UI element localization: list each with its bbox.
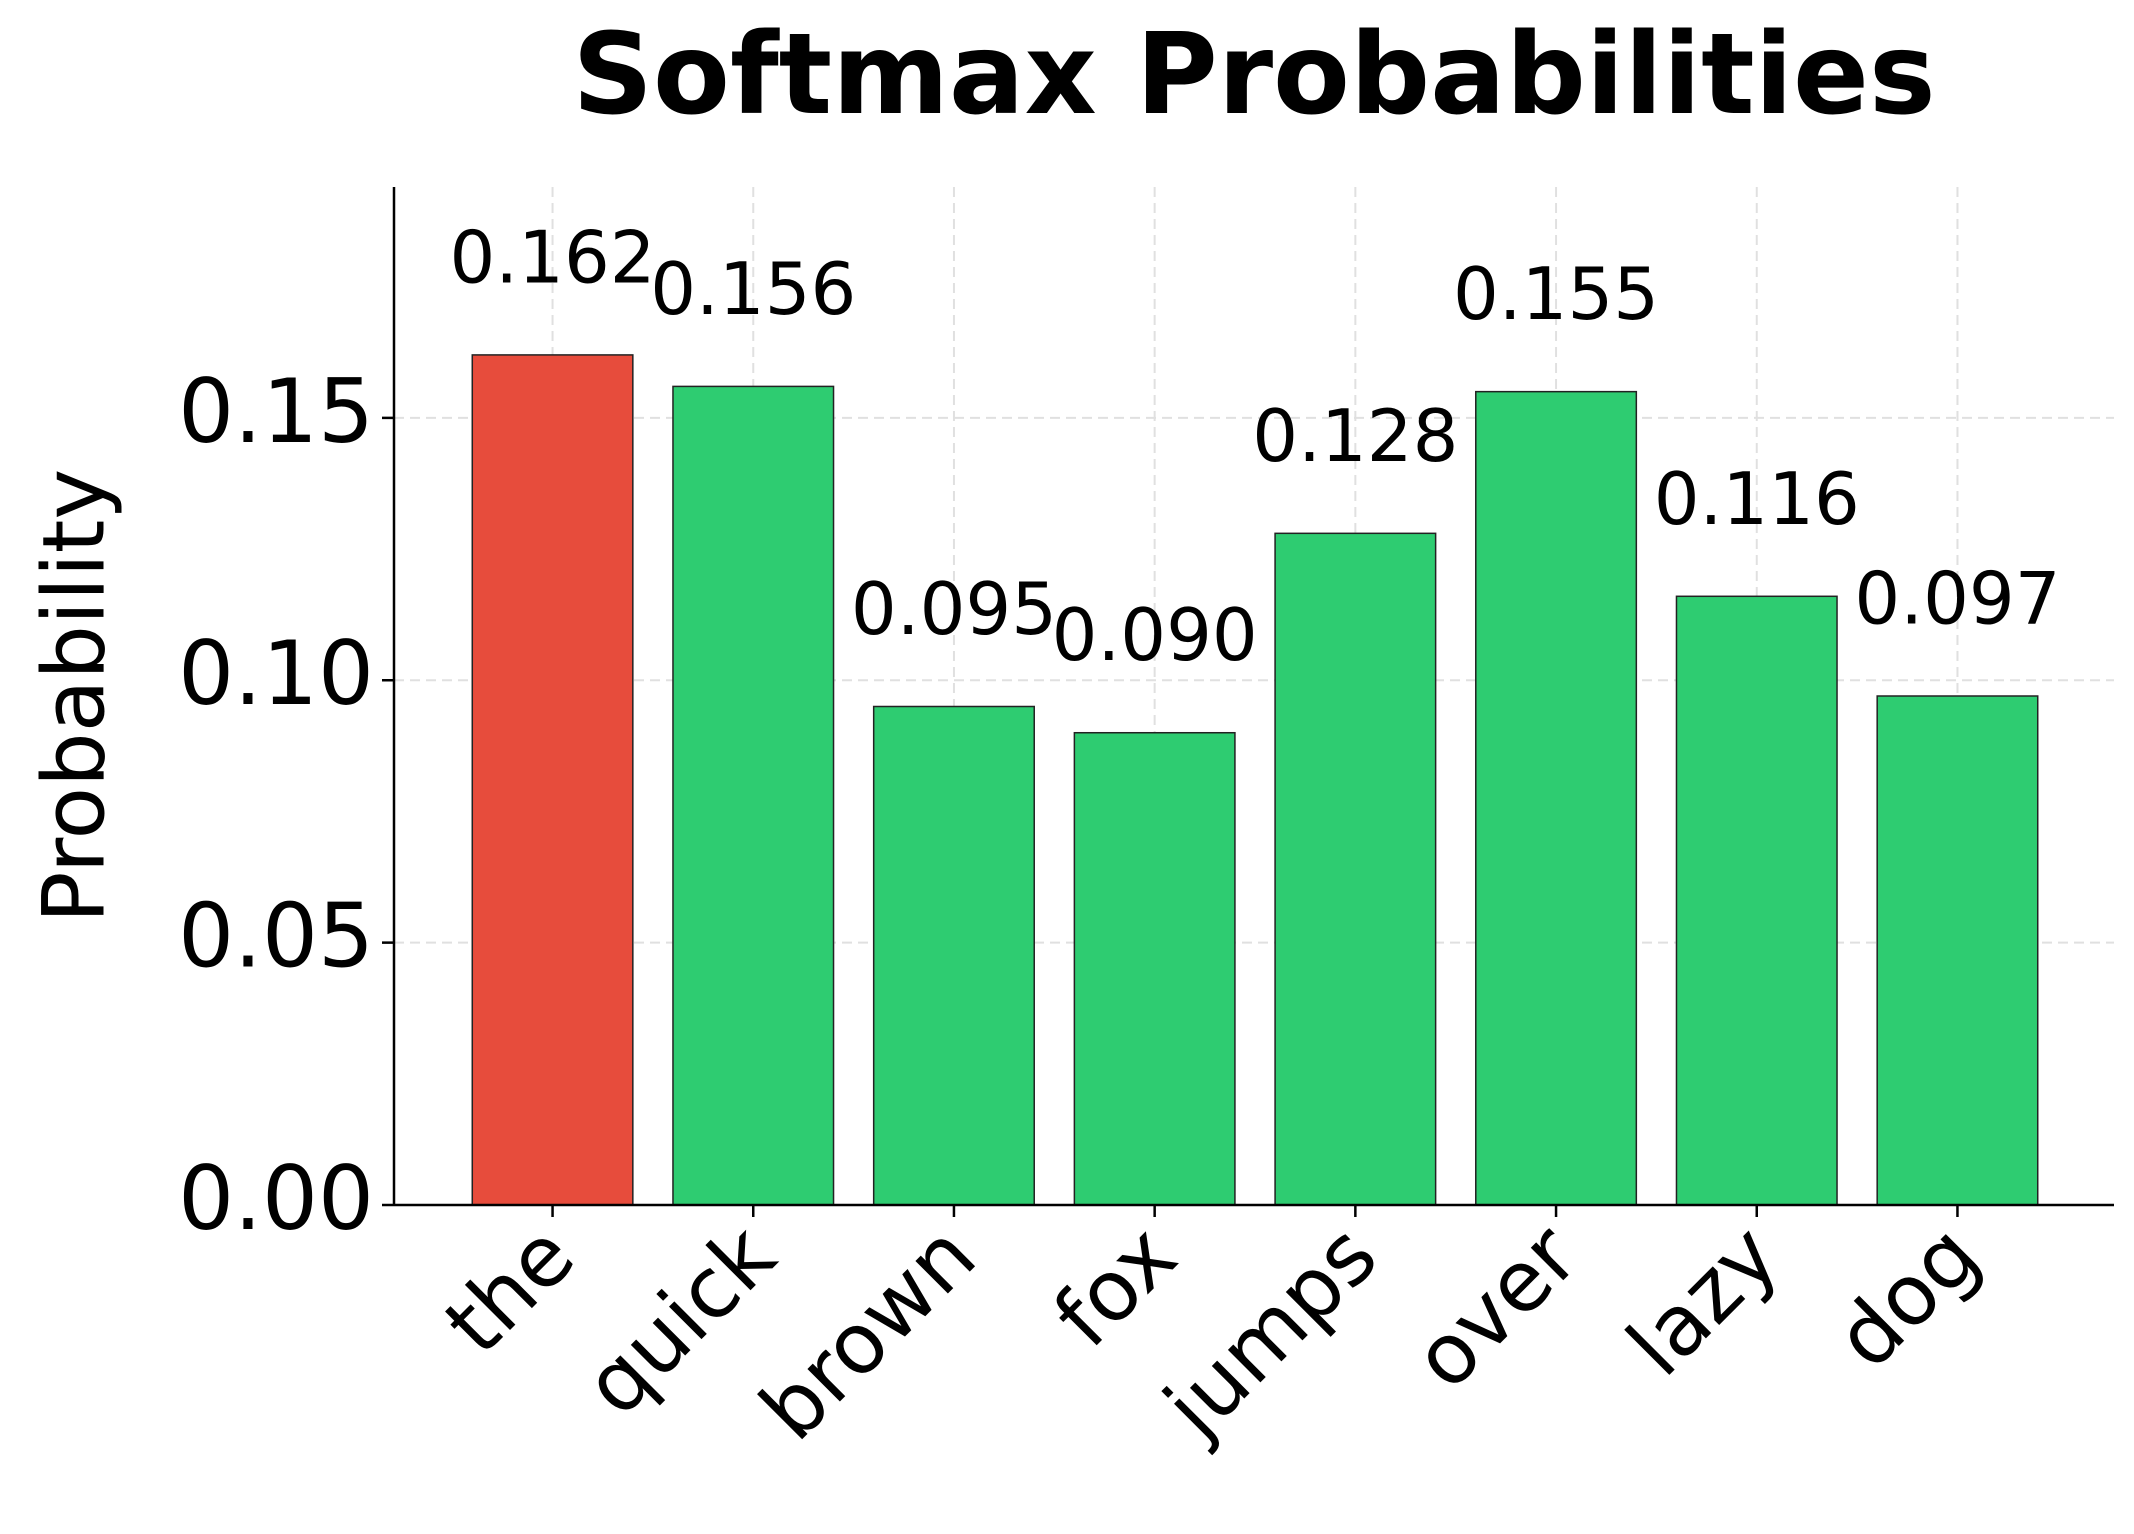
bar	[1876, 695, 2039, 1206]
bar	[471, 354, 634, 1206]
value-label: 0.116	[1654, 457, 1860, 541]
chart-title: Softmax Probabilities	[572, 10, 1935, 140]
value-label: 0.090	[1052, 593, 1258, 677]
bar	[672, 385, 835, 1206]
y-tick-label: 0.15	[178, 360, 374, 463]
bar	[1073, 731, 1236, 1206]
value-label: 0.097	[1854, 557, 2060, 641]
x-tick-label: lazy	[1609, 1206, 1798, 1395]
x-tick-label: over	[1395, 1206, 1597, 1408]
x-tick-label: dog	[1817, 1206, 1998, 1387]
x-tick-label: brown	[742, 1206, 995, 1459]
x-tick-label: jumps	[1144, 1206, 1395, 1457]
value-label: 0.128	[1252, 394, 1458, 478]
bar	[1274, 532, 1437, 1206]
bar	[872, 705, 1035, 1206]
value-label: 0.162	[449, 215, 655, 299]
y-tick-label: 0.05	[178, 885, 374, 988]
value-label: 0.156	[650, 247, 856, 331]
y-tick-label: 0.00	[178, 1147, 374, 1250]
bar	[1475, 390, 1638, 1206]
bar	[1675, 595, 1838, 1206]
value-label: 0.095	[851, 567, 1057, 651]
x-tick-label: the	[426, 1206, 593, 1373]
y-tick-label: 0.10	[178, 622, 374, 725]
value-label: 0.155	[1453, 252, 1659, 336]
y-axis-label: Probability	[24, 469, 124, 924]
x-tick-label: fox	[1035, 1206, 1195, 1366]
